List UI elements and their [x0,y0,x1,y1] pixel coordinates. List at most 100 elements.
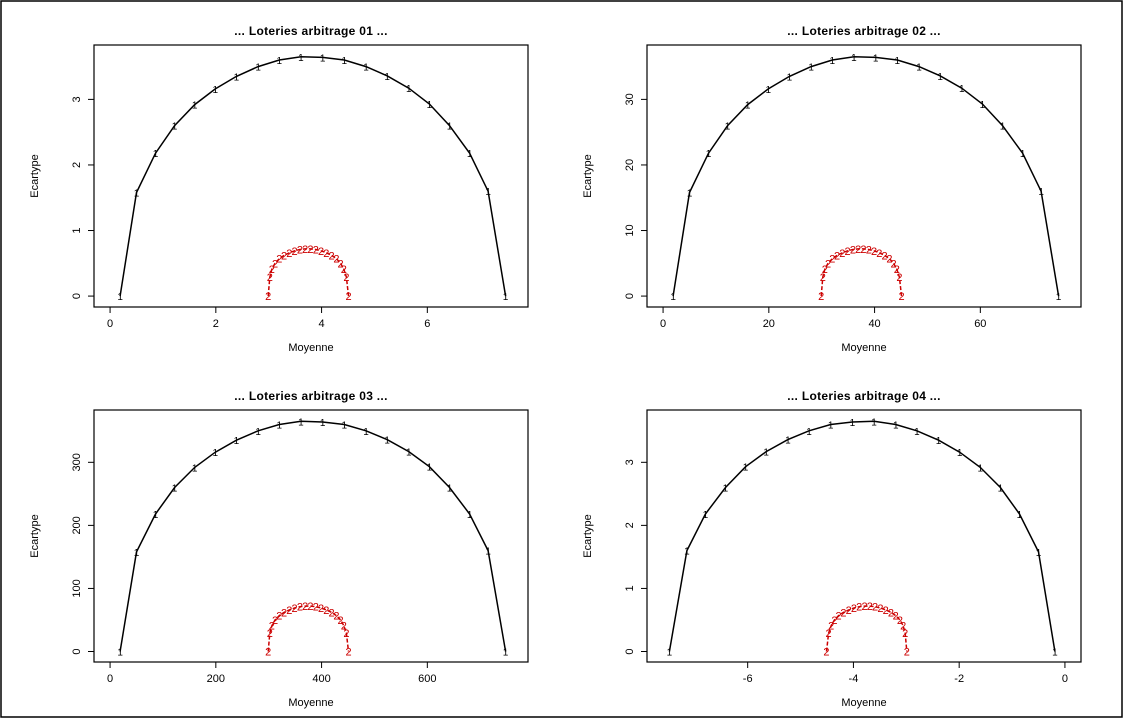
series-1-point: 1 [153,510,159,521]
series-2-point: 2 [307,244,313,256]
series-2-point: 2 [272,258,278,270]
series-1-point: 1 [1038,187,1044,198]
chart-title: ... Loteries arbitrage 04 ... [787,389,940,403]
series-2-point: 2 [269,621,275,633]
series-2-point: 2 [876,248,882,260]
series-line-2 [825,605,908,652]
plot-area [93,409,529,663]
series-2-point: 2 [333,611,339,623]
x-tick-label: 40 [868,318,880,330]
series-1-point: 1 [384,436,390,447]
x-tick-label: 20 [763,318,775,330]
series-2-point: 2 [897,615,903,627]
series-2-point: 2 [877,603,883,615]
series-1-point: 1 [485,547,491,558]
series-1-point: 1 [998,484,1004,495]
series-1-point: 1 [117,648,123,659]
y-tick-label: 0 [624,293,636,299]
series-1-point: 1 [427,100,433,111]
series-1-point: 1 [485,187,491,198]
series-1-point: 1 [406,448,412,459]
series-1-point: 1 [808,63,814,74]
x-tick-label: 0 [107,318,113,330]
series-1-point: 1 [957,448,963,459]
series-1-point: 1 [172,122,178,133]
series-1-point: 1 [447,122,453,133]
series-2-point: 2 [834,250,840,262]
series-2-point: 2 [276,254,282,266]
series-2-point: 2 [850,245,856,257]
series-2-point: 2 [861,601,867,613]
series-2-point: 2 [872,602,878,614]
series-2-point: 2 [888,607,894,619]
series-2-point: 2 [313,602,319,614]
series-1-point: 1 [743,463,749,474]
series-2-point: 2 [329,250,335,262]
series-1-point: 1 [234,436,240,447]
series-1-point: 1 [916,63,922,74]
series-1-point: 1 [363,63,369,74]
chart-panel-2: ... Loteries arbitrage 02 ... 0 20 40 60 0 10 2… [582,24,1082,354]
chart-title: ... Loteries arbitrage 02 ... [787,24,940,38]
x-axis-label: Moyenne [841,697,886,709]
series-1-point: 1 [255,63,261,74]
series-1-point: 1 [1000,122,1006,133]
series-2-point: 2 [269,264,275,276]
series-1-point: 1 [153,149,159,160]
series-2-point: 2 [896,272,902,284]
x-tick-label: -2 [954,673,964,685]
series-1-point: 1 [785,436,791,447]
series-2-point: 2 [297,602,303,614]
x-tick-label: 0 [1062,673,1068,685]
series-2-point: 2 [820,272,826,284]
series-1-point: 1 [1052,648,1058,659]
series-1-point: 1 [723,484,729,495]
series-2-point: 2 [886,254,892,266]
series-1-point: 1 [667,648,673,659]
series-2-point: 2 [860,244,866,256]
series-2-point: 2 [272,615,278,627]
series-1-point: 1 [503,648,509,659]
y-tick-label: 3 [71,96,83,102]
x-tick-label: -6 [743,673,753,685]
x-tick-label: 0 [107,673,113,685]
series-2-point: 2 [323,605,329,617]
series-1-point: 1 [342,56,348,67]
series-2-point: 2 [900,621,906,633]
x-tick-label: 0 [660,318,666,330]
series-1-point: 1 [895,56,901,67]
series-1-point: 1 [467,510,473,521]
series-2-point: 2 [823,647,829,659]
plot-area [646,44,1082,308]
series-1-point: 1 [192,463,198,474]
series-line-2 [267,605,350,652]
series-1-point: 1 [978,463,984,474]
series-2-point: 2 [343,272,349,284]
y-tick-label: 2 [624,522,636,528]
plot-area [646,409,1082,663]
series-2-point: 2 [343,628,349,640]
series-1-point: 1 [871,417,877,428]
series-1-point: 1 [234,72,240,83]
series-2-point: 2 [818,291,824,303]
x-axis-label: Moyenne [288,697,333,709]
chart-panel-1: ... Loteries arbitrage 01 ... 0 2 4 6 0 1 2 3 Moy… [29,24,529,354]
series-2-point: 2 [866,245,872,257]
series-1-point: 1 [766,85,772,96]
series-2-point: 2 [845,246,851,258]
chart-panel-4: ... Loteries arbitrage 04 ... -6 -4 -2 0 0 1 2 3… [582,389,1082,709]
x-tick-label: 600 [418,673,436,685]
series-2-point: 2 [329,607,335,619]
series-1-point: 1 [763,448,769,459]
series-2-point: 2 [825,258,831,270]
series-2-point: 2 [333,254,339,266]
series-1-point: 1 [851,53,857,64]
series-1-point: 1 [406,84,412,95]
series-1-point: 1 [298,53,304,64]
series-1-point: 1 [937,72,943,83]
series-2-point: 2 [883,605,889,617]
series-2-point: 2 [323,248,329,260]
series-1-point: 1 [914,427,920,438]
series-1-point: 1 [959,84,965,95]
series-2-point: 2 [265,291,271,303]
